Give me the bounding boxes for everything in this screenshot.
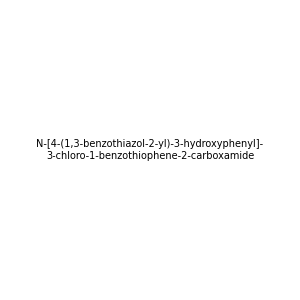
Text: N-[4-(1,3-benzothiazol-2-yl)-3-hydroxyphenyl]-
3-chloro-1-benzothiophene-2-carbo: N-[4-(1,3-benzothiazol-2-yl)-3-hydroxyph… xyxy=(36,139,264,161)
